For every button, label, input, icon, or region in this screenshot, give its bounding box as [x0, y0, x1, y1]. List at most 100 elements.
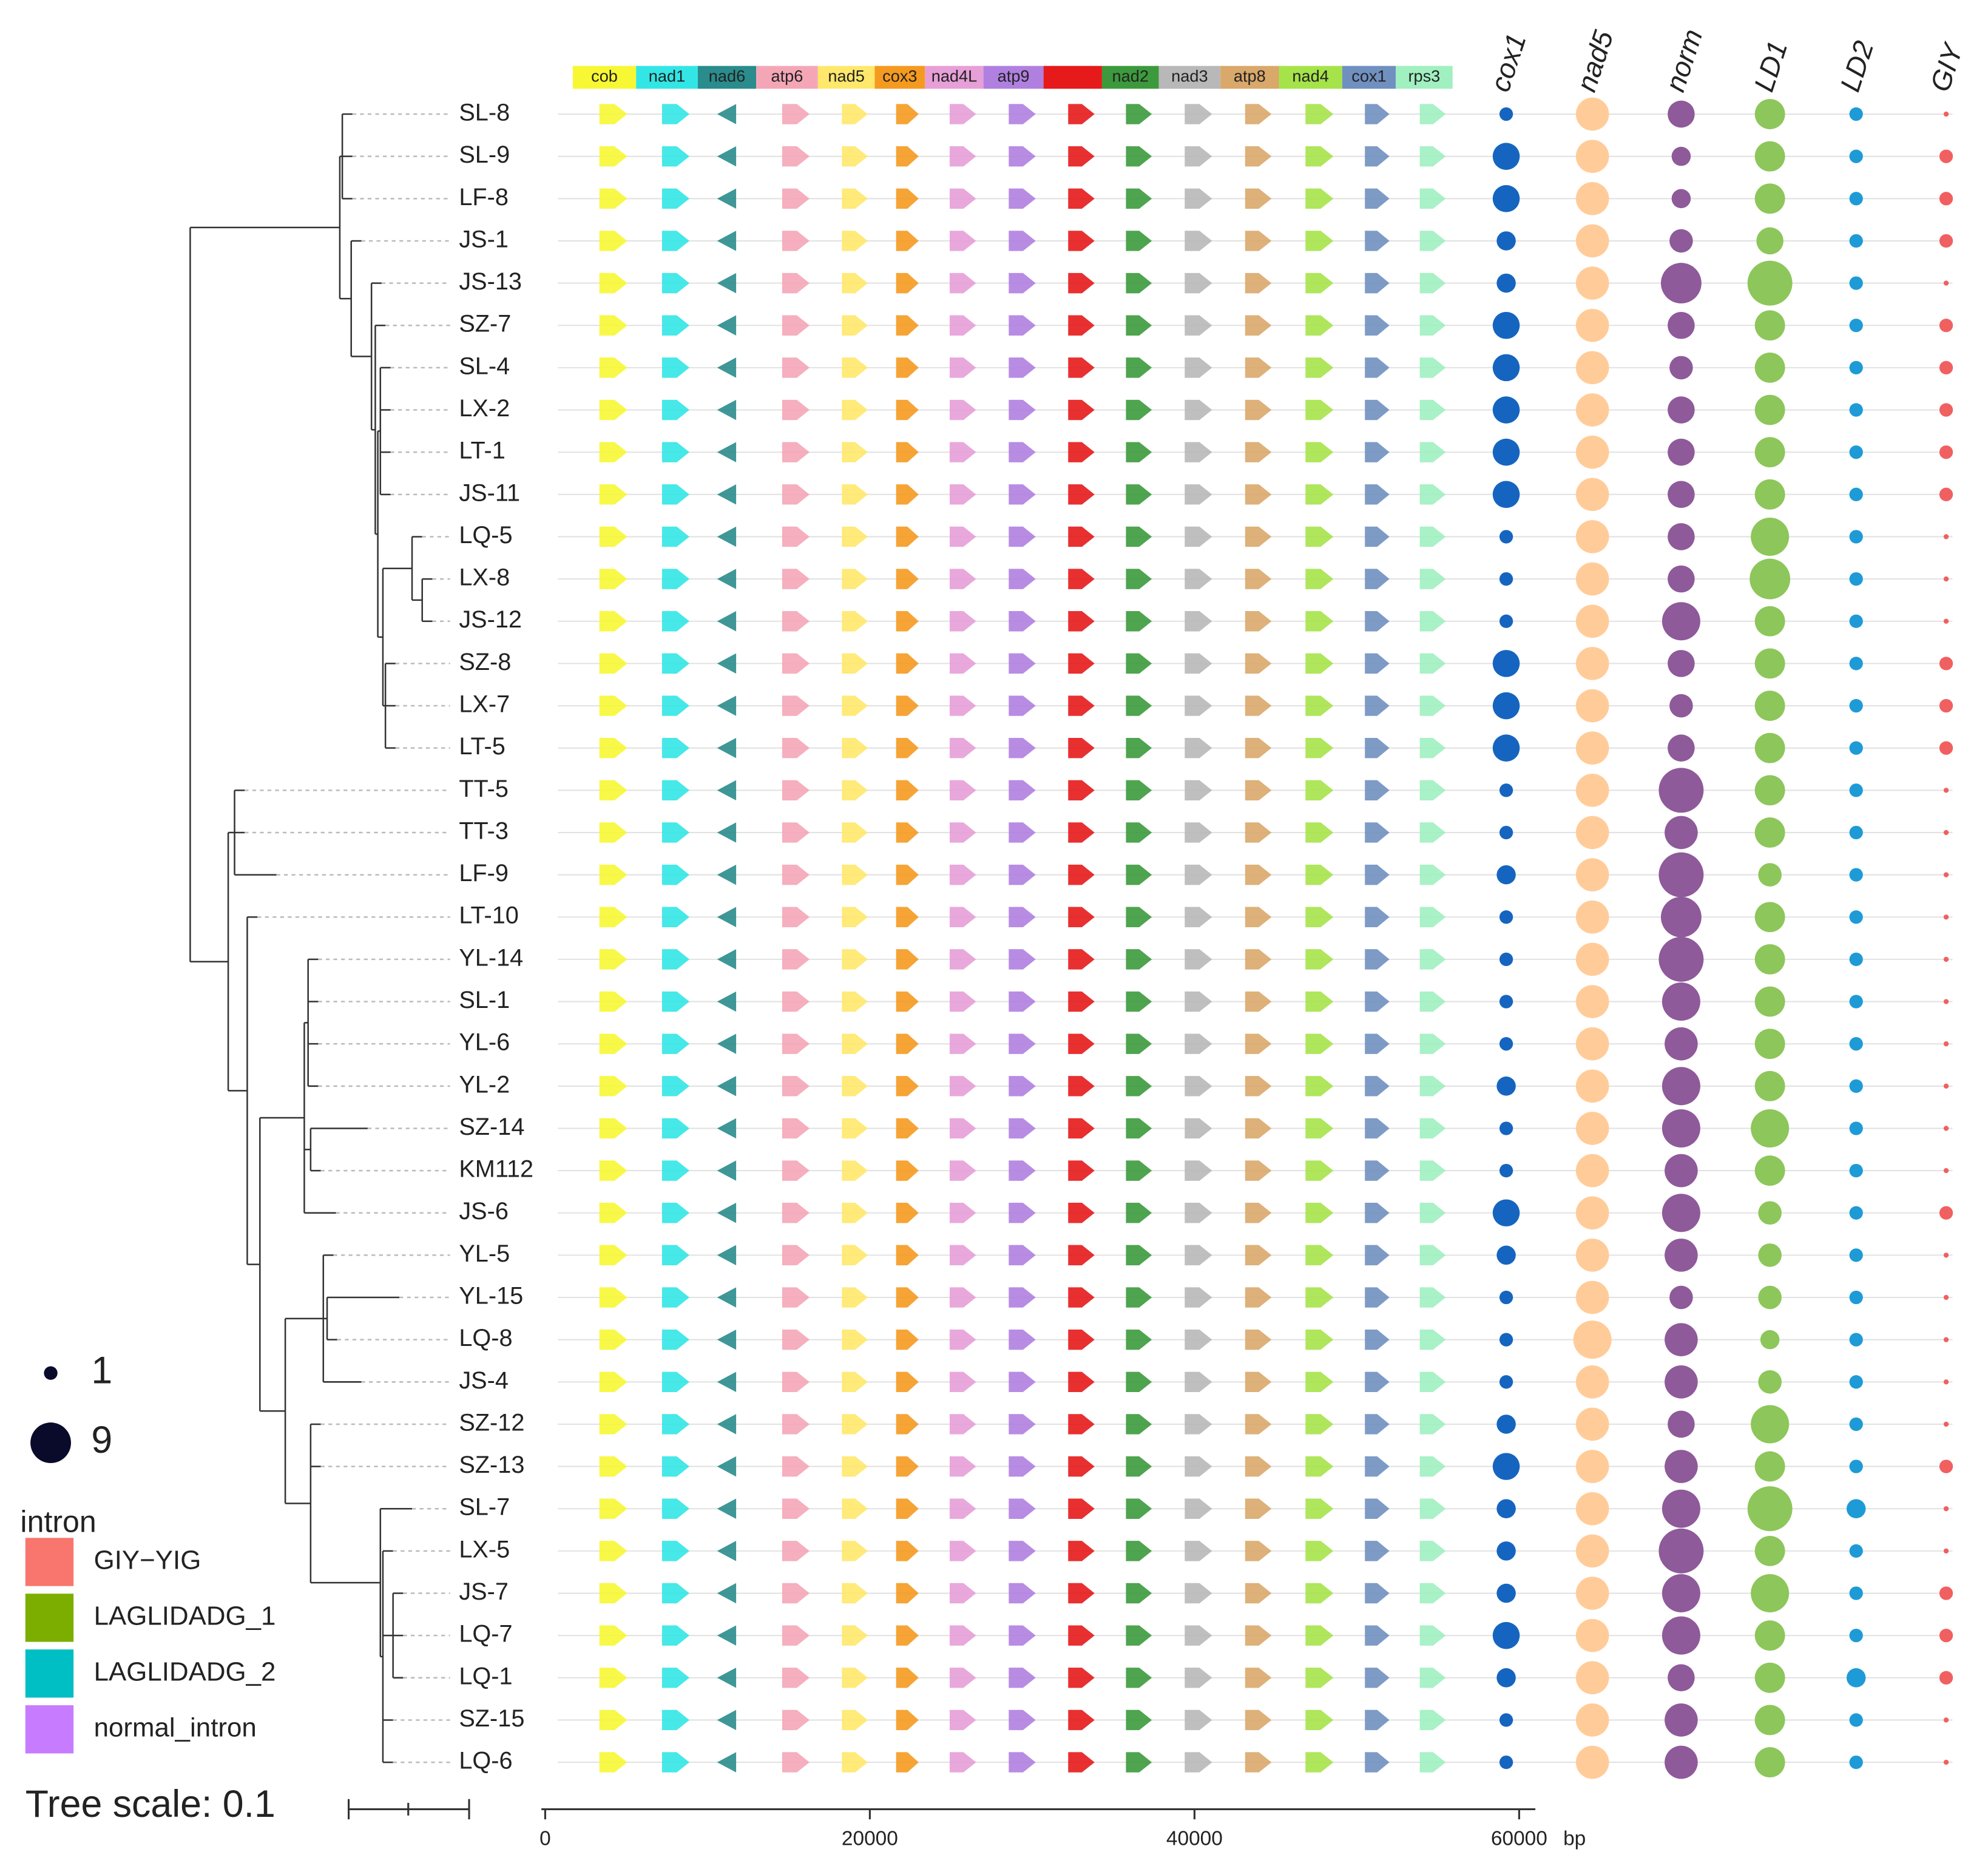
bubble [1496, 231, 1516, 251]
strain-label: SL-8 [459, 100, 510, 126]
bubble [1575, 182, 1609, 215]
bubble [1849, 657, 1863, 671]
gene-arrow [1305, 1118, 1334, 1139]
gene-arrow [1419, 822, 1446, 843]
bubble [1575, 1280, 1609, 1314]
gene-arrow [1126, 272, 1152, 294]
bubble [1575, 1239, 1609, 1272]
gene-arrow [1185, 1118, 1212, 1139]
gene-arrow [1245, 146, 1272, 167]
gene-bar-label: cob [591, 67, 618, 86]
gene-arrow [661, 1160, 690, 1181]
gene-arrow [1009, 864, 1036, 885]
gene-arrow [661, 780, 690, 801]
gene-arrow [717, 1329, 737, 1350]
gene-arrow [1305, 1160, 1334, 1181]
bubble [1943, 1506, 1949, 1512]
gene-arrow [1365, 569, 1390, 589]
gene-arrow [661, 1541, 690, 1561]
gene-arrow [599, 146, 627, 167]
gene-arrow [1245, 442, 1272, 462]
gene-arrow [1245, 1541, 1272, 1561]
gene-arrow [1245, 1668, 1272, 1688]
gene-arrow [896, 1709, 919, 1731]
gene-arrow [661, 1076, 690, 1097]
gene-arrow [661, 1498, 690, 1519]
gene-arrow [842, 272, 868, 294]
gene-arrow [1305, 1371, 1334, 1393]
gene-arrow [1245, 949, 1272, 970]
gene-arrow [1068, 1583, 1095, 1604]
bubble [1849, 698, 1863, 713]
gene-arrow [1009, 1118, 1036, 1139]
bubble [1499, 107, 1513, 121]
bubble [1939, 1586, 1953, 1600]
gene-arrow [1365, 1709, 1390, 1731]
bubble [1492, 692, 1520, 720]
gene-arrow [717, 315, 737, 336]
gene-arrow [1419, 1245, 1446, 1266]
gene-arrow [1365, 1583, 1390, 1604]
bubble [1575, 520, 1609, 553]
gene-arrow [717, 1371, 737, 1393]
gene-bar-label: nad6 [709, 67, 745, 86]
gene-arrow [1126, 653, 1152, 674]
strain-label: SL-7 [459, 1494, 510, 1521]
gene-arrow [1126, 526, 1152, 547]
gene-arrow [1419, 737, 1446, 759]
bubble [1496, 1245, 1516, 1265]
size-legend-dot [30, 1422, 72, 1464]
gene-arrow [1245, 231, 1272, 251]
gene-arrow [896, 737, 919, 759]
bubble [1668, 481, 1695, 509]
strain-label: TT-3 [459, 817, 509, 844]
gene-arrow [717, 1414, 737, 1435]
gene-arrow [717, 1752, 737, 1773]
gene-arrow [599, 611, 627, 632]
gene-arrow [1365, 1414, 1390, 1435]
strain-label: TT-5 [459, 776, 509, 802]
gene-arrow [896, 1118, 919, 1139]
gene-arrow [1419, 695, 1446, 716]
gene-arrow [1245, 1118, 1272, 1139]
gene-arrow [1245, 1752, 1272, 1773]
gene-arrow [1305, 526, 1334, 547]
gene-arrow [717, 569, 737, 589]
gene-arrow [782, 1752, 810, 1773]
gene-arrow [1009, 1752, 1036, 1773]
gene-arrow [896, 569, 919, 589]
bubble [1754, 648, 1785, 679]
gene-arrow [717, 949, 737, 970]
gene-arrow [842, 1498, 868, 1519]
gene-arrow [782, 611, 810, 632]
gene-arrow [1305, 653, 1334, 674]
bubble [1754, 732, 1785, 763]
gene-arrow [661, 1625, 690, 1646]
bubble [1662, 602, 1700, 641]
strain-label: JS-7 [459, 1578, 509, 1605]
gene-bar-segment [874, 66, 925, 89]
bubble [1575, 1069, 1609, 1103]
gene-arrow [1365, 399, 1390, 421]
bubble [1492, 311, 1520, 339]
gene-arrow [1068, 272, 1095, 294]
gene-arrow [1365, 357, 1390, 378]
gene-arrow [1185, 991, 1212, 1012]
strain-label: LT-10 [459, 902, 519, 929]
strain-label: LQ-8 [459, 1325, 512, 1351]
gene-arrow [782, 1287, 810, 1308]
bubble [1575, 393, 1609, 427]
gene-arrow [661, 1118, 690, 1139]
gene-arrow [1126, 1160, 1152, 1181]
bubble [1662, 1574, 1700, 1613]
gene-arrow [661, 1583, 690, 1604]
gene-arrow [896, 1245, 919, 1266]
bubble [1575, 351, 1609, 385]
gene-arrow [1009, 991, 1036, 1012]
bubble [1849, 1248, 1863, 1262]
gene-arrow [1365, 949, 1390, 970]
strain-label: JS-12 [459, 606, 522, 633]
gene-arrow [1245, 1456, 1272, 1477]
gene-arrow [1126, 822, 1152, 843]
bubble [1575, 985, 1609, 1018]
